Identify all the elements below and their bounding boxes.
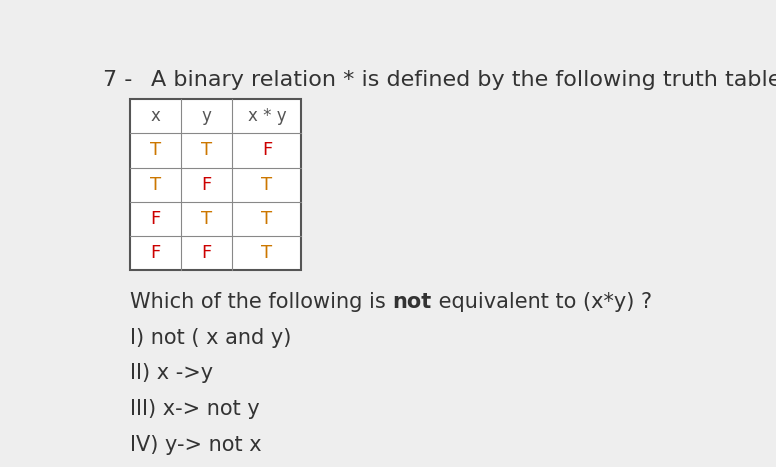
Text: 7 -: 7 -	[103, 71, 133, 91]
Text: F: F	[202, 244, 212, 262]
Bar	[130, 99, 301, 270]
Text: x: x	[151, 107, 161, 125]
Text: IV) y-> not x: IV) y-> not x	[130, 435, 262, 455]
Text: A binary relation * is defined by the following truth table: A binary relation * is defined by the fo…	[151, 71, 776, 91]
Text: II) x ->y: II) x ->y	[130, 363, 213, 383]
Text: T: T	[201, 142, 213, 159]
Text: T: T	[262, 210, 272, 228]
Text: I) not ( x and y): I) not ( x and y)	[130, 327, 292, 347]
Text: III) x-> not y: III) x-> not y	[130, 399, 260, 419]
Text: T: T	[262, 176, 272, 194]
Text: T: T	[201, 210, 213, 228]
Text: x * y: x * y	[248, 107, 286, 125]
Text: F: F	[151, 210, 161, 228]
Text: F: F	[262, 142, 272, 159]
Text: T: T	[150, 176, 161, 194]
Text: y: y	[202, 107, 212, 125]
Text: T: T	[262, 244, 272, 262]
Text: Which of the following is: Which of the following is	[130, 291, 393, 311]
Text: not: not	[393, 291, 431, 311]
Text: equivalent to (x*y) ?: equivalent to (x*y) ?	[431, 291, 652, 311]
Text: T: T	[150, 142, 161, 159]
Text: F: F	[202, 176, 212, 194]
Text: F: F	[151, 244, 161, 262]
